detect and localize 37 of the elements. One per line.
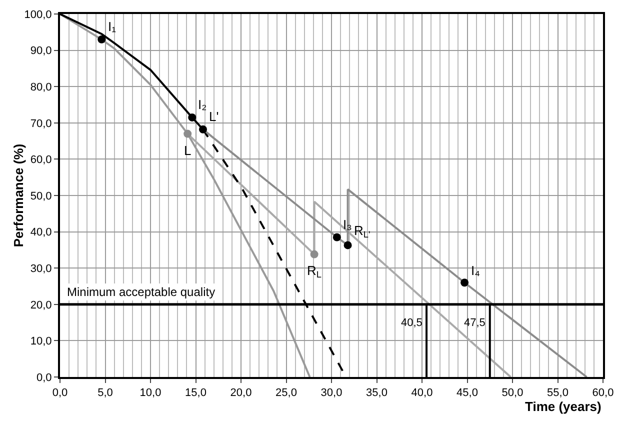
x-tick-label: 50,0 (502, 387, 524, 400)
annotation: 47,5 (464, 317, 486, 329)
y-tick-label: 40,0 (30, 226, 52, 239)
y-tick-label: 10,0 (30, 336, 52, 348)
x-tick-label: 25,0 (276, 387, 297, 400)
annotation: I₃ (343, 217, 352, 232)
annotation: I₂ (198, 97, 207, 112)
annotation: R$_{L'}$ (354, 223, 370, 240)
annotation: L (184, 143, 192, 158)
annotation: L' (209, 109, 219, 124)
x-tick-label: 15,0 (185, 387, 206, 400)
x-tick-label: 20,0 (230, 387, 252, 400)
y-tick-label: 60,0 (30, 154, 52, 166)
x-tick-label: 0,0 (52, 387, 68, 400)
annotation: I₁ (108, 19, 117, 34)
y-axis-title: Performance (%) (11, 144, 26, 248)
y-tick-label: 30,0 (30, 262, 52, 275)
y-tick-label: 100,0 (24, 8, 52, 21)
x-tick-label: 35,0 (366, 387, 388, 400)
y-tick-label: 70,0 (30, 118, 52, 130)
annotation: R$_{L}$ (307, 263, 322, 280)
x-axis-title: Time (years) (525, 399, 602, 414)
x-tick-label: 40,0 (411, 387, 433, 400)
annotation: 40,5 (401, 317, 422, 329)
x-tick-label: 10,0 (140, 387, 162, 400)
y-tick-label: 80,0 (30, 81, 52, 94)
annotation: I₄ (471, 263, 480, 278)
x-tick-label: 30,0 (320, 387, 342, 400)
x-tick-label: 55,0 (547, 387, 568, 400)
y-tick-label: 90,0 (30, 45, 52, 58)
x-tick-label: 60,0 (592, 387, 614, 400)
y-tick-label: 50,0 (30, 190, 52, 202)
y-tick-label: 20,0 (30, 299, 52, 312)
y-tick-label: 0,0 (36, 372, 52, 384)
x-tick-label: 5,0 (98, 387, 113, 400)
ref-line-label: Minimum acceptable quality (67, 285, 216, 299)
x-tick-label: 45,0 (456, 387, 478, 400)
